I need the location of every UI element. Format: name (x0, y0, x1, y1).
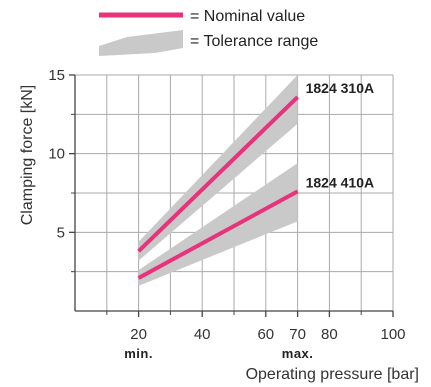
legend: = Nominal value = Tolerance range (99, 8, 318, 56)
y-tick-label: 15 (48, 67, 65, 84)
nominal-line-1 (137, 95, 299, 253)
x-axis-title: Operating pressure [bar] (246, 366, 419, 383)
x-tick-label: 20 (130, 326, 147, 343)
x-tick-label: 70 (289, 326, 306, 343)
series-label-2: 1824 410A (306, 174, 375, 190)
legend-tolerance-label: = Tolerance range (190, 33, 318, 50)
series-label-1: 1824 310A (306, 80, 375, 96)
axes (69, 74, 394, 317)
x-tick-label: 80 (321, 326, 338, 343)
x-marker-label: max. (282, 346, 314, 361)
legend-tolerance-swatch (99, 30, 183, 56)
y-axis-title: Clamping force [kN] (19, 85, 36, 226)
y-tick-label: 5 (57, 224, 65, 241)
tick-labels: 1824 310A 1824 410A 5 10 15 20 40 60 70 80 100 min.… (48, 67, 405, 361)
tolerance-bands (138, 75, 298, 286)
x-tick-label: 40 (194, 326, 211, 343)
nominal-line-2 (137, 189, 299, 280)
y-tick-label: 10 (48, 146, 65, 163)
legend-nominal-label: = Nominal value (190, 8, 305, 25)
x-tick-label: 100 (380, 326, 405, 343)
nominal-lines (137, 95, 299, 280)
x-marker-label: min. (124, 346, 153, 361)
x-tick-label: 60 (257, 326, 274, 343)
grid (75, 74, 394, 311)
